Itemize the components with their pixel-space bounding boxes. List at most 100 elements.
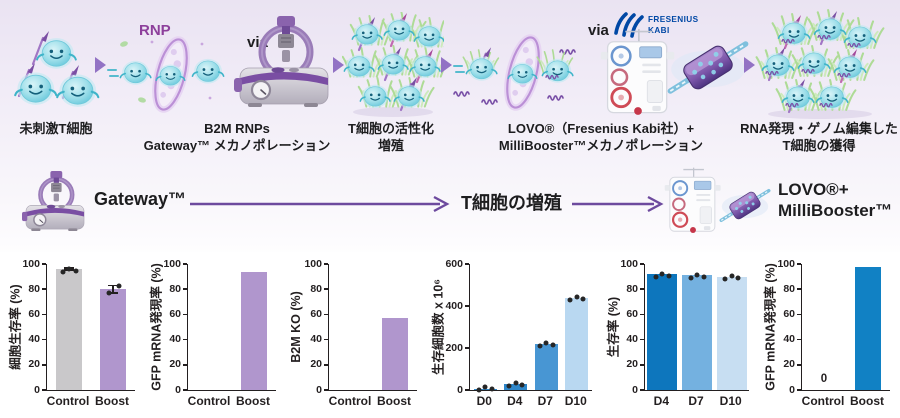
bar-D10 bbox=[565, 297, 589, 390]
bar-D0 bbox=[473, 388, 497, 390]
timeline-endpoint-line: MilliBooster™ bbox=[778, 201, 893, 221]
category-slot-D7 bbox=[531, 264, 562, 390]
x-category-label: Control bbox=[801, 394, 845, 408]
step-label-line: Gateway™ メカノポレーション bbox=[143, 137, 331, 153]
arrow-right-icon bbox=[95, 57, 106, 73]
step-label-line: 未刺激T細胞 bbox=[19, 121, 93, 136]
charts-row: 細胞生存率 (%) 0 20 40 60 80 100 Control Boost GFP mRN… bbox=[0, 252, 900, 418]
x-axis-labels: D4 D7 D10 bbox=[644, 394, 748, 408]
data-point bbox=[580, 296, 586, 302]
bar-D4 bbox=[647, 274, 678, 390]
data-point bbox=[489, 386, 495, 391]
x-category-label: Control bbox=[46, 394, 90, 408]
y-tick-label: 100 bbox=[22, 257, 40, 270]
x-axis-labels: D0 D4 D7 D10 bbox=[469, 394, 591, 408]
bar-Boost bbox=[241, 271, 267, 390]
plot-area bbox=[328, 264, 417, 391]
chart-5: 生存率 (%) 0 20 40 60 80 100 D4 D7 D10 bbox=[604, 258, 749, 408]
y-tick-mark bbox=[797, 389, 801, 391]
y-tick-mark bbox=[42, 338, 46, 341]
category-slot-D7 bbox=[680, 264, 715, 390]
y-tick-mark bbox=[183, 288, 187, 290]
data-point bbox=[729, 273, 735, 279]
y-tick-label: 20 bbox=[783, 358, 795, 371]
y-tick-mark bbox=[183, 263, 187, 265]
y-axis-label: 生存率 (%) bbox=[606, 296, 621, 358]
data-point bbox=[666, 273, 672, 279]
y-tick-label: 0 bbox=[175, 383, 181, 396]
data-point bbox=[66, 266, 72, 272]
data-point bbox=[519, 382, 525, 388]
data-point bbox=[537, 343, 543, 349]
y-tick-mark bbox=[640, 288, 644, 290]
activated-tcells-illustration bbox=[342, 12, 444, 117]
y-tick-label: 100 bbox=[620, 257, 638, 270]
y-tick-label: 60 bbox=[169, 307, 181, 320]
y-axis: 0 20 40 60 80 100 bbox=[304, 258, 328, 395]
category-slot-Boost bbox=[373, 264, 417, 390]
category-slot-Boost bbox=[91, 264, 135, 390]
data-point bbox=[688, 275, 693, 281]
step-label-5: RNA発現・ゲノム編集した T細胞の獲得 bbox=[740, 121, 898, 155]
category-slot-D4 bbox=[645, 264, 680, 390]
y-tick-mark bbox=[183, 364, 187, 366]
y-tick-mark bbox=[183, 389, 187, 391]
y-tick-mark bbox=[183, 338, 187, 341]
y-tick-label: 200 bbox=[445, 341, 463, 354]
x-category-label: Control bbox=[187, 394, 231, 408]
chart-6: GFP mRNA発現率 (%) 0 20 40 60 80 100 0 Control Boost bbox=[761, 258, 890, 408]
y-tick-mark bbox=[324, 313, 328, 316]
bar-Boost bbox=[382, 318, 408, 390]
timeline-endpoint-label: LOVO®+ MilliBooster™ bbox=[778, 179, 892, 222]
y-tick-mark bbox=[797, 263, 801, 265]
y-tick-label: 40 bbox=[310, 333, 322, 346]
y-tick-mark bbox=[465, 389, 469, 391]
step-label-line: 増殖 bbox=[377, 137, 404, 153]
plot-area bbox=[469, 264, 592, 392]
y-tick-label: 40 bbox=[169, 333, 181, 346]
y-tick-mark bbox=[465, 347, 469, 349]
edited-tcells-illustration bbox=[755, 8, 885, 119]
y-tick-mark bbox=[42, 313, 46, 316]
y-tick-mark bbox=[640, 313, 644, 316]
step-label-line: LOVO®（Fresenius Kabi社）+ bbox=[507, 121, 695, 136]
data-point bbox=[659, 271, 665, 277]
y-axis-label: 細胞生存率 (%) bbox=[8, 284, 23, 370]
lovo-mechanoporation-illustration bbox=[453, 32, 576, 116]
via-label: via bbox=[588, 22, 609, 39]
y-tick-mark bbox=[640, 364, 644, 366]
data-point bbox=[73, 268, 78, 274]
y-axis-label: 生存細胞数 x 10⁶ bbox=[431, 278, 446, 376]
plot-area bbox=[46, 264, 135, 391]
arrow-right-icon bbox=[744, 57, 755, 73]
y-tick-label: 0 bbox=[457, 383, 463, 396]
step-label-line: T細胞の活性化 bbox=[348, 121, 434, 136]
millibooster-cartridge-illustration bbox=[662, 32, 754, 103]
gateway-device-illustration bbox=[234, 16, 334, 116]
data-point bbox=[701, 274, 706, 280]
x-category-label: Boost bbox=[95, 394, 129, 408]
step-label-line: RNA発現・ゲノム編集した bbox=[740, 121, 898, 136]
y-tick-mark bbox=[640, 338, 644, 341]
y-tick-label: 60 bbox=[626, 307, 638, 320]
y-tick-mark bbox=[797, 313, 801, 316]
y-tick-label: 40 bbox=[28, 333, 40, 346]
y-tick-label: 80 bbox=[626, 282, 638, 295]
category-slot-Control: 0 bbox=[802, 264, 846, 390]
plot-area bbox=[644, 264, 749, 391]
category-slot-Boost bbox=[846, 264, 890, 390]
millibooster-cartridge-icon bbox=[716, 183, 774, 228]
data-point bbox=[506, 383, 512, 389]
chart-1: 細胞生存率 (%) 0 20 40 60 80 100 Control Boost bbox=[6, 258, 135, 408]
y-tick-label: 0 bbox=[316, 383, 322, 396]
y-tick-mark bbox=[42, 263, 46, 265]
data-point bbox=[694, 272, 700, 278]
y-tick-mark bbox=[640, 263, 644, 265]
x-category-label: D10 bbox=[564, 394, 587, 408]
y-tick-label: 40 bbox=[783, 333, 795, 346]
data-point bbox=[482, 384, 488, 389]
y-tick-mark bbox=[324, 389, 328, 391]
y-tick-label: 100 bbox=[777, 257, 795, 270]
step-label-1: 未刺激T細胞 bbox=[0, 121, 112, 138]
bar-D10 bbox=[716, 276, 747, 390]
